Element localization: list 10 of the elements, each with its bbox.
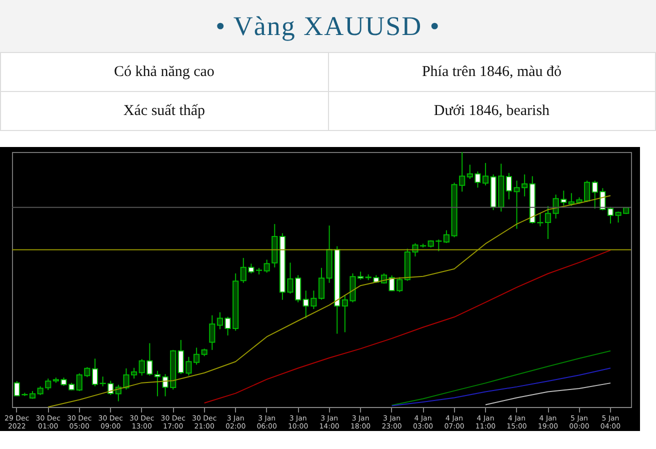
text: Phía trên 1846, màu đỏ xyxy=(328,52,656,92)
candlestick xyxy=(318,267,325,300)
chart-title: • Vàng XAUUSD • xyxy=(0,0,656,52)
candlestick xyxy=(92,358,98,387)
text: Dưới 1846, bearish xyxy=(328,92,656,130)
candlestick xyxy=(209,314,216,350)
text: Xác suất thấp xyxy=(0,92,328,130)
candlestick xyxy=(607,206,614,224)
text: Có khả năng cao xyxy=(0,52,328,92)
candlestick xyxy=(544,206,552,240)
